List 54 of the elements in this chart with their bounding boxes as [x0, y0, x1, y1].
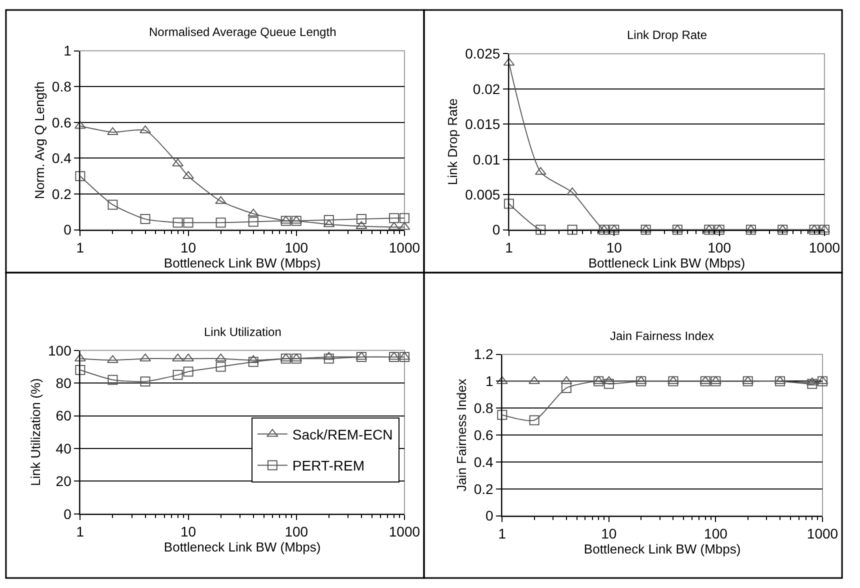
x-tick-label: 100 — [704, 526, 728, 542]
y-tick-label: 0 — [64, 506, 72, 522]
y-tick-label: 0.6 — [52, 114, 72, 130]
y-tick-label: 0.02 — [472, 80, 500, 97]
y-tick-label: 0.6 — [474, 426, 494, 443]
x-tick-label: 1000 — [808, 240, 840, 256]
chart-title: Link Drop Rate — [627, 28, 708, 42]
y-axis-title: Norm. Avg Q Length — [32, 82, 47, 200]
x-tick-label: 1 — [505, 240, 514, 256]
y-tick-label: 60 — [56, 408, 72, 424]
y-tick-label: 0.4 — [474, 454, 494, 470]
x-tick-label: 10 — [180, 240, 196, 256]
y-tick-label: 1 — [64, 42, 72, 59]
y-tick-label: 0.2 — [474, 480, 494, 497]
x-axis-title: Bottleneck Link BW (Mbps) — [584, 542, 741, 557]
y-tick-label: 0.005 — [465, 186, 500, 202]
x-tick-label: 100 — [708, 240, 732, 256]
x-tick-label: 1000 — [388, 240, 420, 256]
y-tick-label: 0.4 — [52, 150, 72, 166]
y-tick-label: 80 — [56, 375, 72, 392]
y-tick-label: 100 — [48, 342, 72, 358]
chart-title: Normalised Average Queue Length — [149, 25, 336, 39]
y-tick-label: 0.8 — [52, 78, 72, 95]
legend-label: PERT-REM — [292, 458, 365, 474]
y-tick-label: 0 — [492, 222, 500, 238]
y-tick-label: 0 — [64, 222, 72, 238]
chart-title: Jain Fairness Index — [610, 329, 714, 343]
y-tick-label: 1.2 — [474, 346, 494, 362]
y-tick-label: 1 — [486, 373, 494, 390]
legend-label: Sack/REM-ECN — [292, 426, 393, 442]
x-tick-label: 100 — [284, 524, 308, 540]
x-axis-title: Bottleneck Link BW (Mbps) — [164, 256, 321, 271]
x-tick-label: 1000 — [388, 524, 420, 540]
y-tick-label: 0.015 — [465, 116, 500, 132]
x-tick-label: 10 — [180, 524, 196, 540]
x-tick-label: 1000 — [806, 526, 838, 542]
y-tick-label: 0 — [486, 508, 494, 524]
y-axis-title: Link Utilization (%) — [28, 378, 43, 486]
y-tick-label: 0.2 — [52, 186, 72, 202]
x-tick-label: 10 — [606, 240, 622, 256]
x-tick-label: 10 — [601, 526, 617, 542]
chart-title: Link Utilization — [204, 325, 282, 339]
y-axis-title: Link Drop Rate — [445, 98, 460, 186]
y-tick-label: 40 — [56, 440, 72, 456]
y-tick-label: 0.8 — [474, 400, 494, 416]
x-tick-label: 100 — [284, 240, 308, 256]
y-tick-label: 0.025 — [465, 46, 500, 62]
x-tick-label: 1 — [76, 240, 84, 256]
y-axis-title: Jain Fairness Index — [454, 378, 469, 492]
y-tick-label: 20 — [56, 473, 72, 490]
x-axis-title: Bottleneck Link BW (Mbps) — [164, 540, 321, 555]
x-axis-title: Bottleneck Link BW (Mbps) — [588, 256, 746, 271]
x-tick-label: 1 — [76, 524, 84, 540]
y-tick-label: 0.01 — [472, 151, 500, 168]
